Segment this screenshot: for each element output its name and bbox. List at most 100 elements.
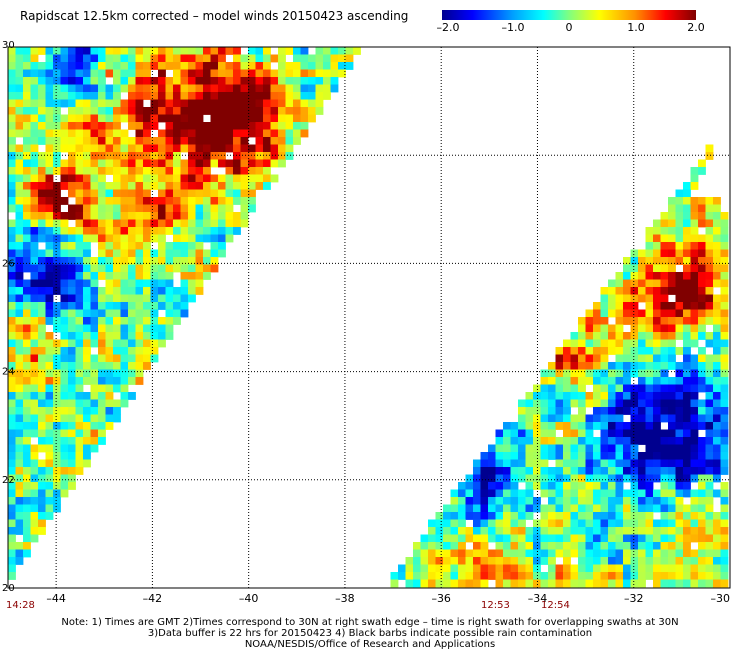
wind-cell xyxy=(30,77,39,85)
wind-cell xyxy=(210,62,219,70)
wind-cell xyxy=(30,362,39,370)
wind-cell xyxy=(540,512,549,520)
wind-cell xyxy=(158,212,166,220)
wind-cell xyxy=(585,362,594,370)
wind-cell xyxy=(593,564,601,573)
wind-cell xyxy=(8,242,16,250)
wind-cell xyxy=(38,47,46,55)
wind-cell xyxy=(488,557,496,565)
wind-cell xyxy=(720,234,729,243)
wind-cell xyxy=(98,324,106,333)
wind-cell xyxy=(180,219,189,228)
wind-cell xyxy=(210,114,219,123)
wind-cell xyxy=(38,332,46,340)
wind-cell xyxy=(533,504,541,513)
wind-cell xyxy=(38,212,46,220)
wind-cell xyxy=(668,564,676,573)
wind-cell xyxy=(503,512,511,520)
wind-cell xyxy=(608,572,616,580)
wind-cell xyxy=(143,362,151,370)
wind-cell xyxy=(683,512,691,520)
wind-cell xyxy=(653,474,661,483)
wind-cell xyxy=(30,159,39,168)
wind-cell xyxy=(548,549,556,558)
wind-cell xyxy=(675,399,684,408)
wind-cell xyxy=(8,354,16,363)
latitude-tick-label: 24 xyxy=(2,367,15,378)
wind-cell xyxy=(210,129,219,138)
wind-cell xyxy=(615,272,624,280)
wind-cell xyxy=(23,437,31,445)
wind-cell xyxy=(8,482,16,490)
wind-cell xyxy=(68,429,76,438)
wind-cell xyxy=(698,542,706,550)
wind-cell xyxy=(30,152,39,160)
wind-cell xyxy=(15,197,24,205)
wind-cell xyxy=(90,159,99,168)
wind-cell xyxy=(45,152,54,160)
wind-cell xyxy=(720,332,729,340)
wind-cell xyxy=(630,249,639,258)
wind-cell xyxy=(548,474,556,483)
wind-cell xyxy=(690,234,699,243)
wind-cell xyxy=(593,362,601,370)
wind-cell xyxy=(45,309,54,318)
wind-cell xyxy=(683,399,691,408)
wind-cell xyxy=(690,339,699,348)
wind-cell xyxy=(675,549,684,558)
wind-cell xyxy=(503,542,511,550)
wind-cell xyxy=(225,107,234,115)
wind-cell xyxy=(15,272,24,280)
wind-cell xyxy=(578,399,586,408)
wind-cell xyxy=(645,272,654,280)
wind-cell xyxy=(15,264,24,273)
wind-cell xyxy=(488,527,496,535)
wind-cell xyxy=(8,107,16,115)
wind-cell xyxy=(8,264,16,273)
wind-cell xyxy=(60,212,69,220)
wind-cell xyxy=(120,324,129,333)
wind-cell xyxy=(218,84,226,93)
wind-cell xyxy=(645,279,654,288)
wind-cell xyxy=(150,347,159,355)
wind-cell xyxy=(128,144,136,153)
wind-cell xyxy=(308,69,316,78)
wind-cell xyxy=(690,467,699,475)
wind-cell xyxy=(263,137,271,145)
wind-cell xyxy=(143,84,151,93)
wind-cell xyxy=(75,69,84,78)
wind-cell xyxy=(98,122,106,130)
wind-cell xyxy=(30,332,39,340)
wind-cell xyxy=(38,384,46,393)
wind-cell xyxy=(668,392,676,400)
wind-cell xyxy=(98,197,106,205)
wind-cell xyxy=(195,257,204,265)
wind-cell xyxy=(698,459,706,468)
wind-cell xyxy=(195,167,204,175)
wind-cell xyxy=(218,174,226,183)
wind-cell xyxy=(68,54,76,63)
wind-cell xyxy=(263,99,271,108)
wind-cell xyxy=(135,137,144,145)
wind-cell xyxy=(578,437,586,445)
wind-cell xyxy=(563,392,571,400)
wind-cell xyxy=(585,399,594,408)
wind-cell xyxy=(165,144,174,153)
wind-cell xyxy=(240,167,249,175)
wind-cell xyxy=(38,489,46,498)
wind-cell xyxy=(473,482,481,490)
wind-cell xyxy=(518,579,526,588)
wind-cell xyxy=(518,527,526,535)
wind-cell xyxy=(105,377,114,385)
wind-cell xyxy=(30,354,39,363)
wind-cell xyxy=(675,369,684,378)
wind-cell xyxy=(638,474,646,483)
wind-cell xyxy=(203,159,211,168)
wind-cell xyxy=(15,542,24,550)
wind-cell xyxy=(53,114,61,123)
wind-cell xyxy=(570,572,579,580)
wind-cell xyxy=(600,579,609,588)
wind-cell xyxy=(608,362,616,370)
wind-cell xyxy=(623,377,631,385)
